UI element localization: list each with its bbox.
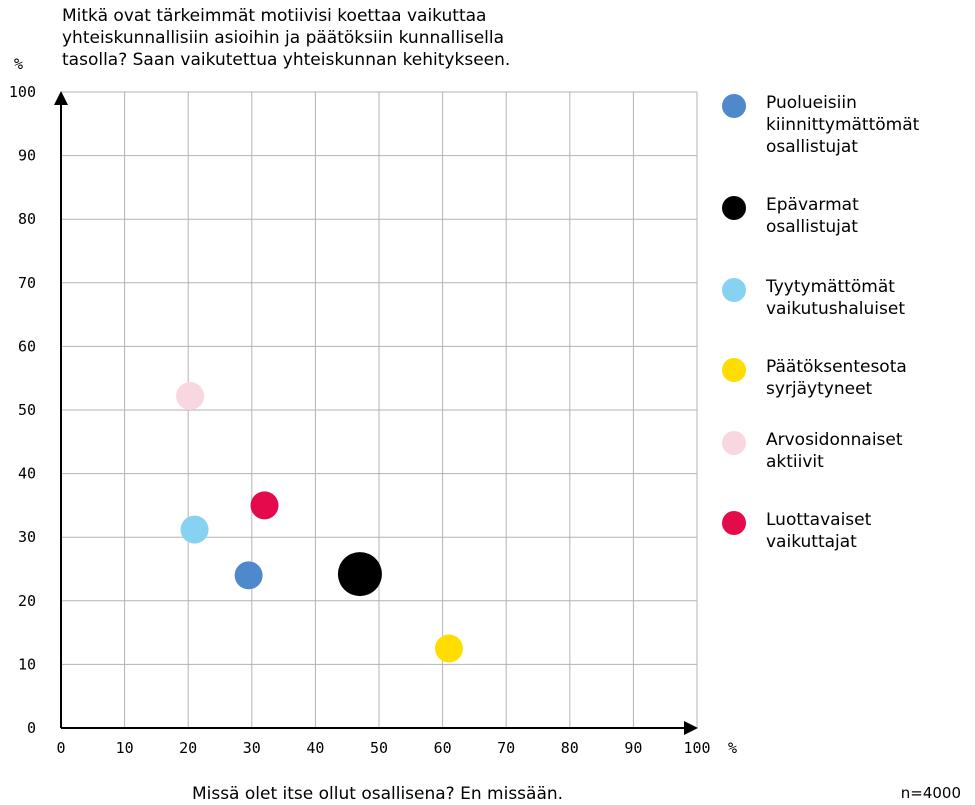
legend-label-line: Epävarmat	[766, 195, 859, 215]
legend-label-line: vaikutushaluiset	[766, 299, 905, 319]
legend-label: Epävarmat osallistujat	[766, 194, 859, 238]
legend-label-line: syrjäytyneet	[766, 379, 873, 399]
y-tick-label: 50	[18, 401, 36, 419]
x-tick-label: 30	[243, 739, 261, 757]
x-tick-label: 10	[116, 739, 134, 757]
data-point	[434, 634, 463, 663]
y-tick-label: 10	[18, 655, 36, 673]
legend-label: Puolueisiin kiinnittymättömät osallistujat	[766, 92, 919, 158]
chart-title: Mitkä ovat tärkeimmät motiivisi koettaa …	[62, 5, 662, 71]
x-tick-label: 90	[624, 739, 642, 757]
legend-label-line: Tyytymättömät	[766, 277, 895, 297]
sample-size-note: n=4000	[900, 784, 961, 802]
y-tick-label: 100	[9, 83, 36, 101]
y-tick-label: 20	[18, 592, 36, 610]
y-unit-label: %	[14, 55, 23, 73]
y-tick-label: 60	[18, 337, 36, 355]
legend-item: Epävarmat osallistujat	[722, 194, 859, 238]
legend-label-line: osallistujat	[766, 217, 858, 237]
legend-label-line: aktiivit	[766, 452, 824, 472]
legend-item: Päätöksentesota syrjäytyneet	[722, 356, 907, 400]
x-tick-label: 50	[370, 739, 388, 757]
legend-label: Luottavaiset vaikuttajat	[766, 509, 871, 553]
legend-marker	[722, 196, 746, 220]
legend-marker	[722, 278, 746, 302]
chart-title-line: yhteiskunnallisiin asioihin ja päätöksii…	[62, 28, 505, 48]
x-axis-arrow-icon	[684, 721, 698, 735]
x-tick-label: 0	[56, 739, 65, 757]
x-tick-label: 60	[434, 739, 452, 757]
chart-title-line: Mitkä ovat tärkeimmät motiivisi koettaa …	[62, 6, 487, 26]
legend-label-line: vaikuttajat	[766, 532, 857, 552]
legend-marker	[722, 94, 746, 118]
y-tick-label: 0	[27, 719, 36, 737]
y-tick-label: 30	[18, 528, 36, 546]
data-point	[337, 552, 382, 597]
data-point	[234, 561, 263, 590]
x-tick-label: 20	[179, 739, 197, 757]
legend-item: Puolueisiin kiinnittymättömät osallistujat	[722, 92, 919, 158]
legend-item: Arvosidonnaiset aktiivit	[722, 429, 903, 473]
legend-label-line: Arvosidonnaiset	[766, 430, 903, 450]
x-tick-label: 40	[306, 739, 324, 757]
data-point	[250, 491, 279, 520]
legend-label-line: Puolueisiin	[766, 93, 857, 113]
legend-item: Tyytymättömät vaikutushaluiset	[722, 276, 905, 320]
legend-label: Tyytymättömät vaikutushaluiset	[766, 276, 905, 320]
legend-marker	[722, 358, 746, 382]
legend-label-line: Luottavaiset	[766, 510, 872, 530]
x-axis-label: Missä olet itse ollut osallisena? En mis…	[191, 784, 564, 804]
legend-label: Päätöksentesota syrjäytyneet	[766, 356, 907, 400]
legend-label: Arvosidonnaiset aktiivit	[766, 429, 903, 473]
chart-title-line: tasolla? Saan vaikutettua yhteiskunnan k…	[62, 50, 511, 70]
legend-marker	[722, 511, 746, 535]
legend-label-line: kiinnittymättömät	[766, 115, 920, 135]
legend-label-line: Päätöksentesota	[766, 357, 907, 377]
legend-label-line: osallistujat	[766, 137, 858, 157]
x-tick-label: 100	[683, 739, 710, 757]
legend-item: Luottavaiset vaikuttajat	[722, 509, 871, 553]
y-tick-label: 70	[18, 274, 36, 292]
y-tick-label: 90	[18, 147, 36, 165]
legend-marker	[722, 431, 746, 455]
y-tick-label: 80	[18, 210, 36, 228]
data-point	[180, 515, 209, 544]
data-point	[176, 382, 205, 411]
y-tick-label: 40	[18, 465, 36, 483]
y-axis-arrow-icon	[54, 91, 68, 105]
x-tick-label: 70	[497, 739, 515, 757]
x-tick-label: 80	[561, 739, 579, 757]
x-unit-label: %	[728, 739, 737, 757]
